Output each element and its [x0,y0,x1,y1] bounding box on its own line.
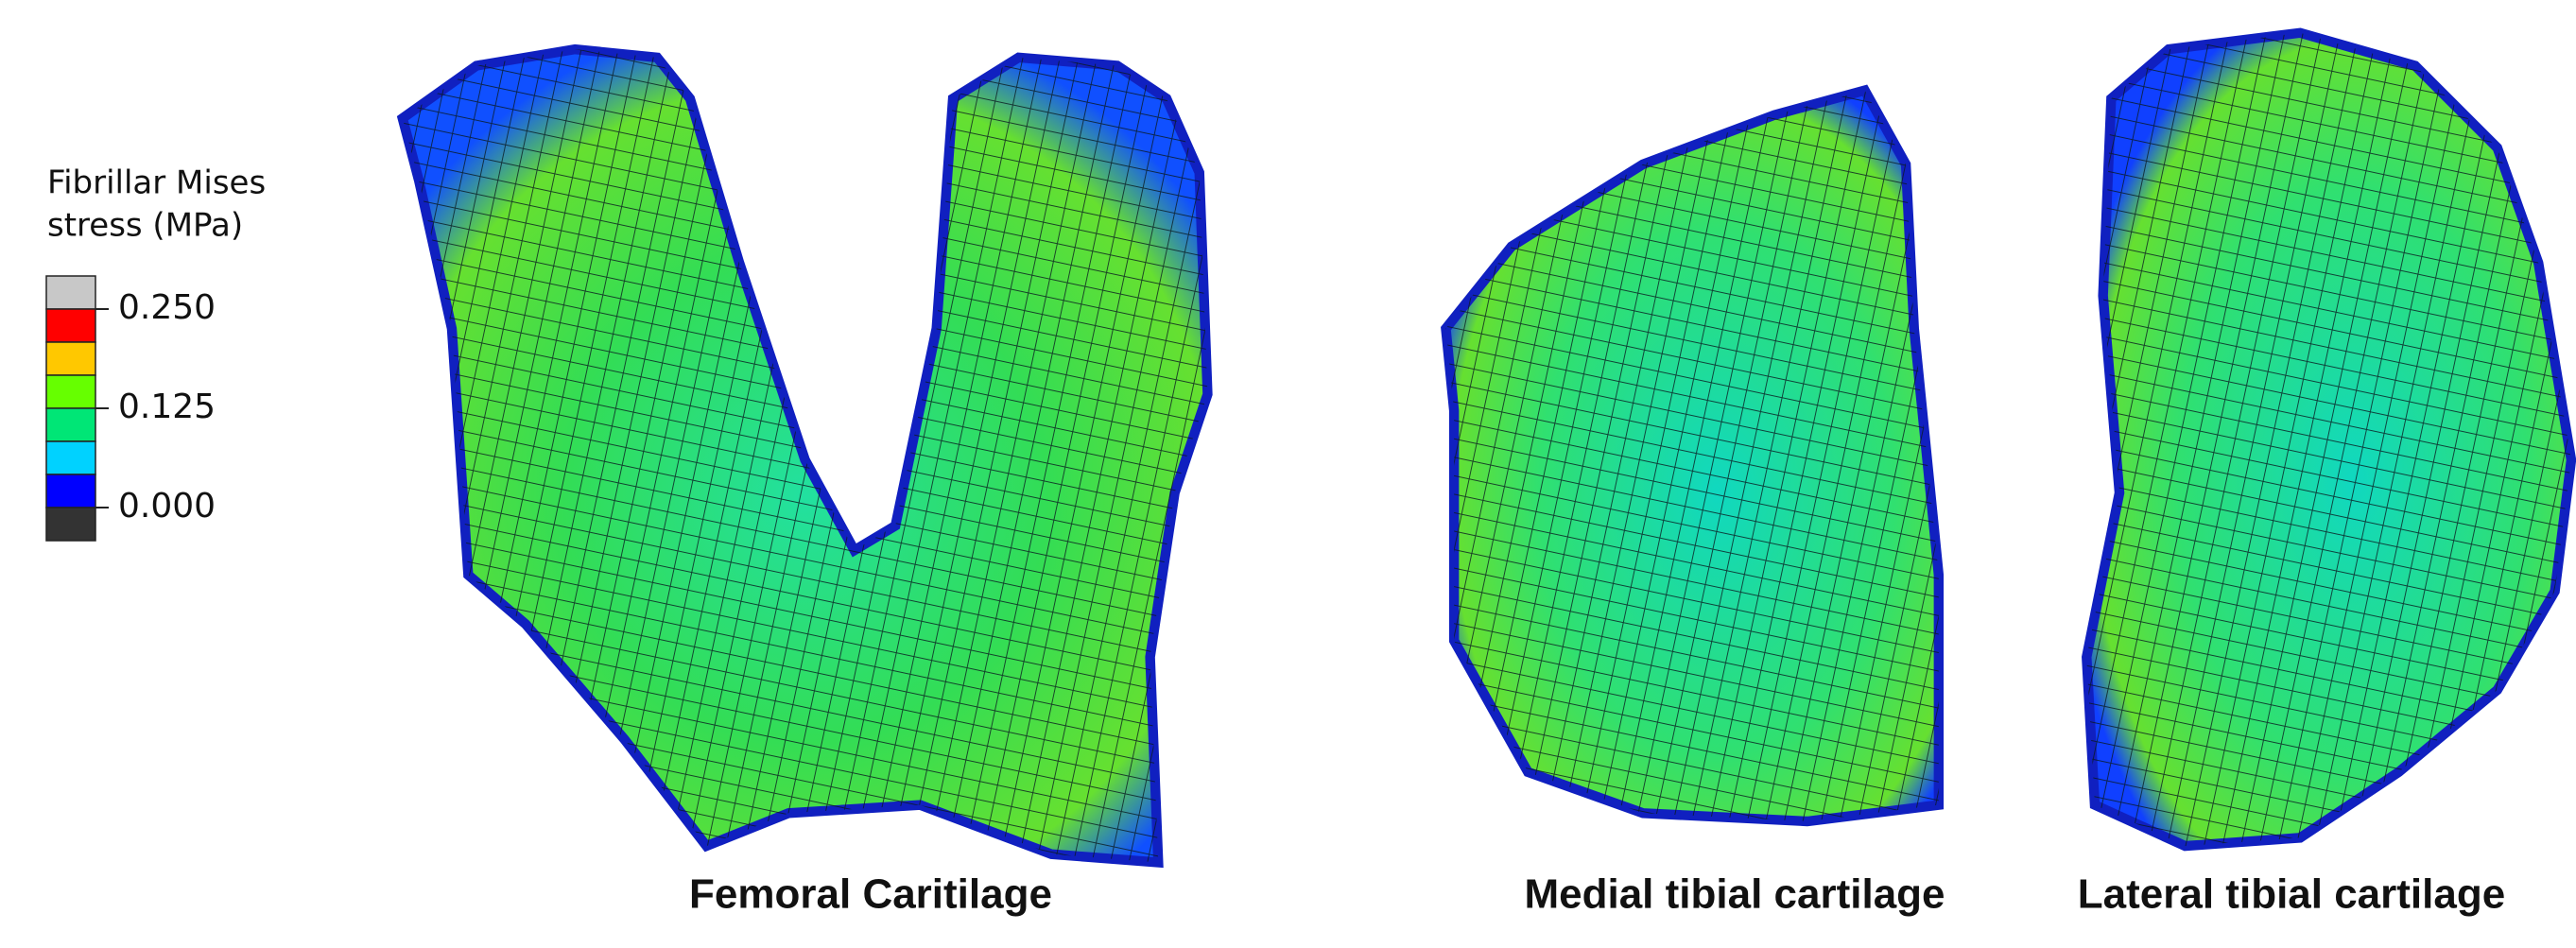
legend-title: stress (MPa) [47,207,243,245]
legend-swatch [45,308,96,343]
legend-swatch [45,440,96,475]
legend-swatch [45,407,96,442]
legend-tick-label: 0.000 [118,487,216,526]
legend-tick-label: 0.125 [118,388,216,426]
caption: Medial tibial cartilage [1524,871,1945,918]
legend-title: Fibrillar Mises [47,164,266,202]
caption: Lateral tibial cartilage [2078,871,2505,918]
legend-swatch [45,474,96,508]
femoral-cartilage [396,43,1213,869]
caption: Femoral Caritilage [689,871,1052,918]
legend-swatch [45,341,96,376]
legend-tick-label: 0.250 [118,288,216,327]
legend-swatch [45,374,96,409]
legend-swatch [45,507,96,542]
legend-swatch [45,275,96,310]
lateral-tibial-cartilage [2082,27,2576,852]
medial-tibial-cartilage [1441,84,1945,827]
meshes [396,27,2576,869]
